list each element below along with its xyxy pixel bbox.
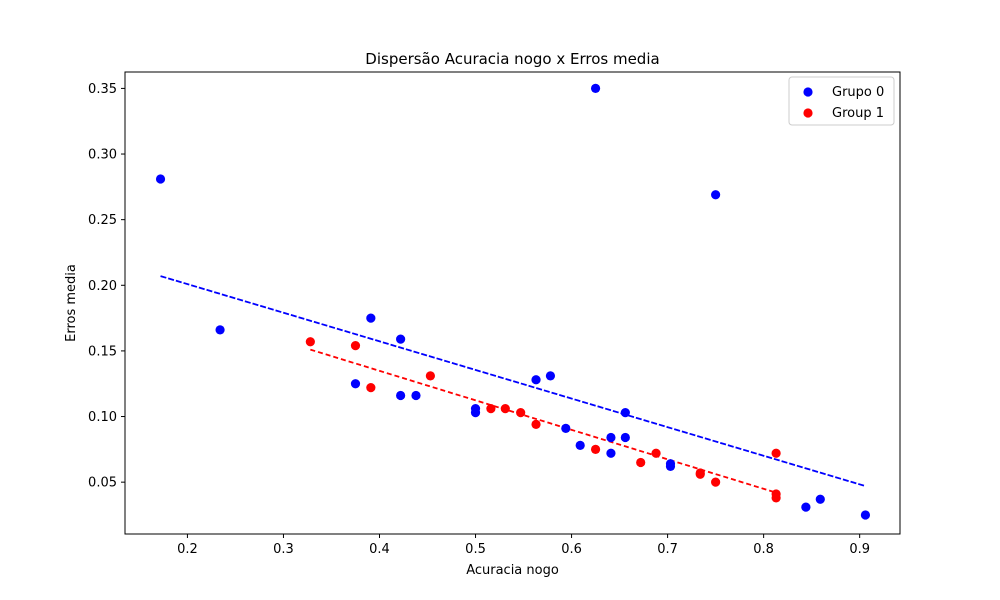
x-tick-label: 0.6 (561, 542, 582, 557)
data-point-series-1 (425, 371, 435, 381)
y-tick-label: 0.10 (88, 410, 117, 425)
data-point-series-1 (350, 341, 361, 351)
data-point-series-0 (215, 325, 225, 335)
data-point-series-0 (801, 502, 811, 512)
trend-line-series-0 (160, 275, 866, 487)
x-tick-label: 0.9 (849, 542, 870, 557)
trend-lines (160, 275, 866, 494)
data-point-series-1 (590, 444, 601, 454)
data-point-series-0 (620, 432, 630, 443)
data-point-series-0 (396, 390, 406, 401)
data-points (155, 83, 871, 520)
data-point-series-0 (561, 423, 571, 433)
legend-marker (803, 87, 813, 97)
x-tick-label: 0.4 (369, 542, 390, 557)
chart-title: Dispersão Acuracia nogo x Erros media (365, 50, 659, 68)
legend-box (788, 76, 895, 126)
x-tick-label: 0.7 (657, 542, 678, 557)
data-point-series-0 (531, 375, 541, 385)
plot-frame (124, 71, 901, 535)
data-point-series-1 (651, 448, 661, 458)
data-point-series-1 (366, 383, 376, 393)
data-point-series-1 (486, 404, 496, 414)
y-axis-title: Erros media (64, 264, 79, 342)
data-point-series-0 (606, 432, 616, 443)
x-axis-ticks: 0.2 0.3 0.4 0.5 0.6 0.7 0.8 0.9 (177, 534, 870, 557)
data-point-series-1 (531, 419, 541, 430)
data-point-series-0 (590, 83, 601, 94)
legend-marker (803, 108, 813, 118)
y-tick-label: 0.30 (88, 148, 117, 163)
x-tick-label: 0.2 (177, 542, 198, 557)
data-point-series-1 (711, 477, 721, 487)
data-point-series-0 (620, 407, 630, 418)
x-axis-title: Acuracia nogo (466, 563, 559, 578)
data-point-series-0 (665, 459, 676, 469)
data-point-series-0 (545, 371, 556, 381)
x-tick-label: 0.3 (273, 542, 294, 557)
y-tick-label: 0.05 (88, 476, 117, 491)
data-point-series-1 (305, 337, 315, 347)
data-point-series-0 (815, 494, 825, 504)
y-axis-ticks: 0.05 0.10 0.15 0.20 0.25 0.30 0.35 (88, 82, 125, 491)
y-tick-label: 0.25 (88, 213, 117, 228)
data-point-series-0 (575, 440, 585, 451)
data-point-series-1 (771, 448, 781, 458)
data-point-series-0 (860, 510, 871, 520)
data-point-series-0 (155, 174, 166, 184)
data-point-series-1 (771, 489, 781, 499)
data-point-series-0 (711, 190, 721, 200)
data-point-series-0 (606, 448, 616, 458)
data-point-series-0 (470, 404, 481, 414)
data-point-series-0 (411, 390, 421, 401)
data-point-series-1 (516, 407, 526, 418)
data-point-series-1 (500, 404, 510, 414)
y-tick-label: 0.15 (88, 344, 117, 359)
trend-line-series-1 (310, 348, 777, 494)
x-tick-label: 0.5 (465, 542, 486, 557)
data-point-series-0 (396, 334, 406, 344)
data-point-series-1 (695, 468, 705, 478)
legend: Grupo 0 Group 1 (788, 76, 895, 126)
legend-label: Grupo 0 (832, 85, 884, 100)
x-tick-label: 0.8 (753, 542, 774, 557)
data-point-series-0 (350, 379, 361, 389)
data-point-series-1 (636, 457, 646, 468)
legend-label: Group 1 (832, 106, 884, 121)
y-tick-label: 0.20 (88, 279, 117, 294)
data-point-series-0 (366, 313, 376, 323)
y-tick-label: 0.35 (88, 82, 117, 97)
